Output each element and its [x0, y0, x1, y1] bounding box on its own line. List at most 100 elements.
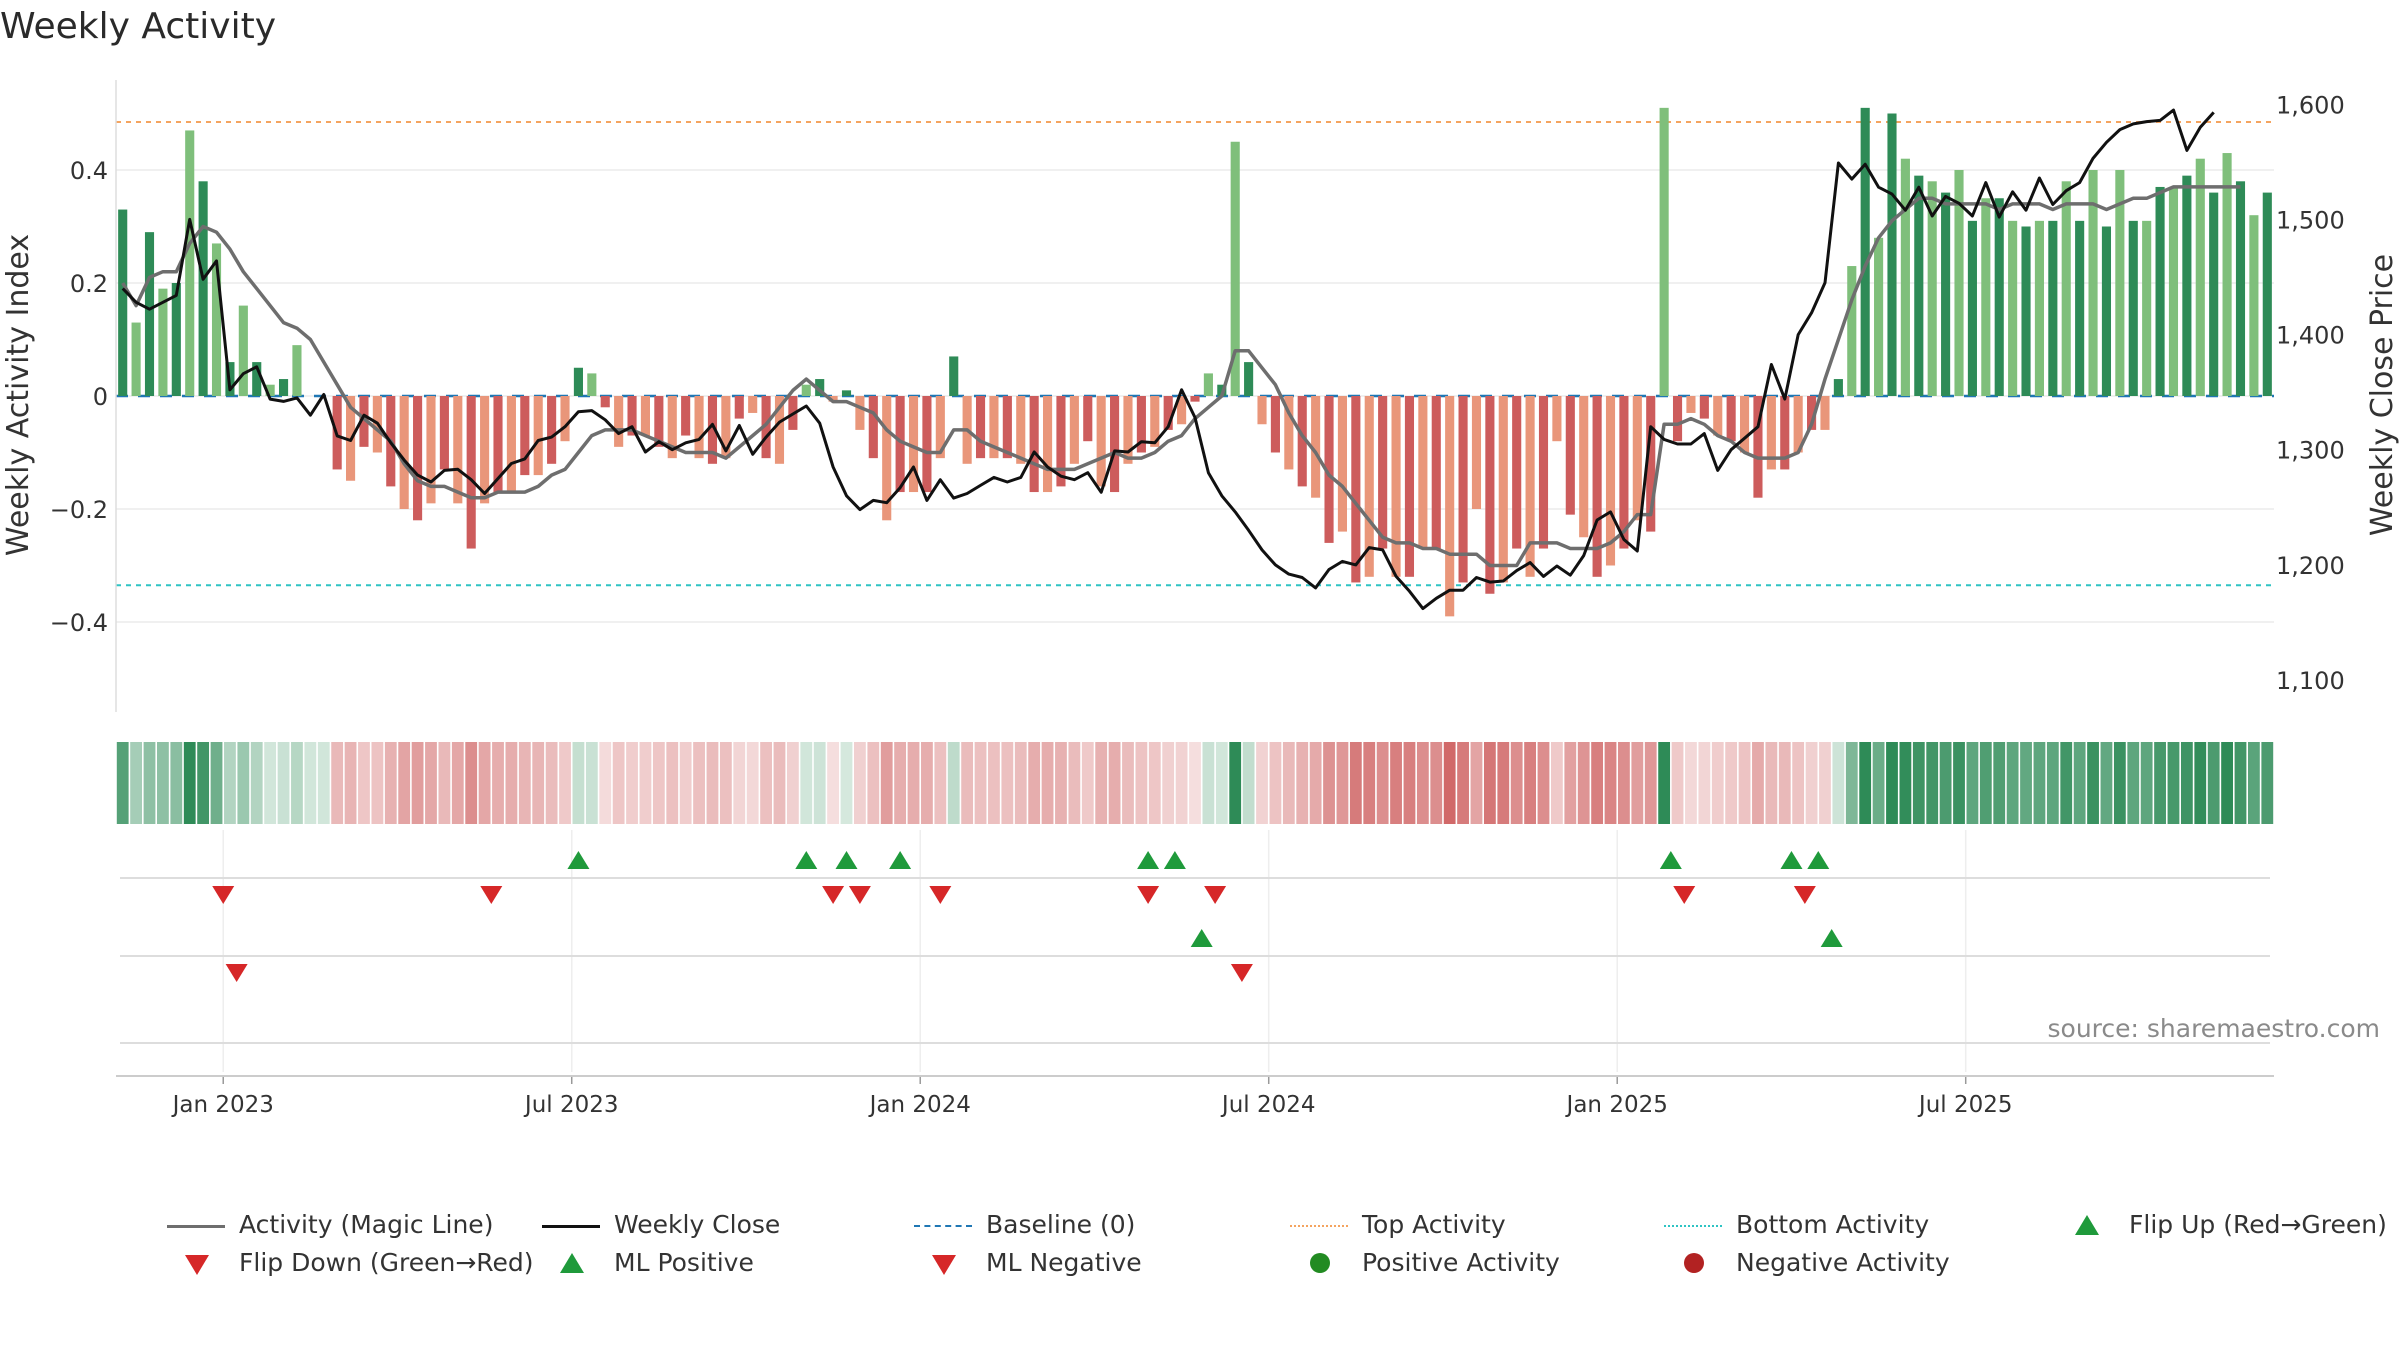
- heatstrip-cell: [1202, 742, 1215, 824]
- activity-bar: [2021, 226, 2031, 396]
- activity-bar: [2235, 181, 2246, 396]
- activity-bar: [278, 379, 289, 396]
- heatstrip-cell: [1979, 742, 1992, 824]
- heatstrip-cell: [1671, 742, 1684, 824]
- heatstrip-cell: [183, 742, 196, 824]
- activity-bar: [198, 181, 208, 396]
- activity-bar: [1793, 396, 1803, 453]
- heatstrip-cell: [719, 742, 732, 824]
- heatstrip-cell: [612, 742, 625, 824]
- legend-item: Positive Activity: [1288, 1248, 1560, 1277]
- heatstrip-cell: [518, 742, 531, 824]
- legend-label: Activity (Magic Line): [239, 1210, 494, 1239]
- activity-bar: [1646, 396, 1656, 532]
- heatstrip-cell: [1269, 742, 1282, 824]
- heatstrip-cell: [2073, 742, 2086, 824]
- activity-bar: [1458, 396, 1468, 583]
- activity-bar: [1632, 396, 1642, 521]
- legend-label: Top Activity: [1362, 1210, 1506, 1239]
- activity-bar: [1874, 237, 1884, 396]
- heatstrip-cell: [1899, 742, 1912, 824]
- activity-bar: [1659, 107, 1669, 396]
- activity-bar: [1887, 113, 1897, 396]
- heatstrip-cell: [1376, 742, 1389, 824]
- activity-bar: [1485, 396, 1495, 594]
- heatstrip-cell: [733, 742, 746, 824]
- heatstrip-cell: [1430, 742, 1443, 824]
- heatstrip-cell: [572, 742, 585, 824]
- heatstrip-cell: [1081, 742, 1094, 824]
- heatstrip-cell: [706, 742, 719, 824]
- heatstrip-cell: [2006, 742, 2019, 824]
- activity-bar: [453, 396, 463, 504]
- heatstrip-cell: [974, 742, 987, 824]
- heatstrip-cell: [1886, 742, 1898, 824]
- activity-bar: [359, 396, 369, 447]
- heatstrip-cell: [492, 742, 504, 824]
- flip-up-marker: [889, 851, 912, 869]
- activity-bar: [1471, 396, 1482, 509]
- heatstrip-cell: [1403, 742, 1416, 824]
- heatstrip-cell: [1510, 742, 1523, 824]
- flip-up-marker: [1163, 851, 1186, 869]
- heatstrip-cell: [2154, 742, 2166, 824]
- legend-swatch: [165, 1213, 227, 1239]
- weekly-close-line: [121, 108, 2215, 611]
- heatstrip-cell: [1055, 742, 1067, 824]
- heatstrip-cell: [1644, 742, 1657, 824]
- activity-bar: [2008, 220, 2018, 396]
- flip-down-marker: [1793, 886, 1816, 904]
- flip-down-marker: [848, 886, 871, 904]
- heatstrip-cell: [934, 742, 947, 824]
- heatstrip-cell: [1242, 742, 1255, 824]
- heatstrip-cell: [1845, 742, 1858, 824]
- heatstrip-cell: [1309, 742, 1322, 824]
- flip-down-marker: [929, 886, 952, 904]
- activity-bar: [1941, 192, 1951, 396]
- heatstrip-cell: [1390, 742, 1402, 824]
- heatstrip-cell: [773, 742, 786, 824]
- flip-down-marker: [1137, 886, 1160, 904]
- heatstrip-cell: [1966, 742, 1979, 824]
- activity-bar: [2048, 220, 2058, 396]
- activity-bar: [292, 345, 302, 396]
- heatstrip-cell: [170, 742, 183, 824]
- heatstrip-cell: [1604, 742, 1617, 824]
- y2-tick-label: 1,200: [2276, 552, 2345, 580]
- activity-bar: [1686, 396, 1696, 413]
- activity-bar: [748, 396, 758, 413]
- activity-bar: [1029, 396, 1039, 493]
- activity-bar: [506, 396, 516, 493]
- activity-bar: [2262, 192, 2272, 396]
- activity-bar: [587, 373, 597, 396]
- activity-bar: [2249, 215, 2259, 396]
- ml-positive-marker: [1820, 929, 1843, 947]
- activity-bar: [480, 396, 490, 504]
- heatstrip-cell: [224, 742, 236, 824]
- heatstrip-cell: [1765, 742, 1778, 824]
- y2-axis-label: Weekly Close Price: [2365, 254, 2400, 536]
- legend-swatch: [912, 1251, 974, 1277]
- legend-label: Negative Activity: [1736, 1248, 1950, 1277]
- legend-swatch: [540, 1251, 602, 1277]
- y-tick-label: 0.4: [70, 157, 108, 185]
- activity-bar: [1284, 396, 1294, 470]
- activity-bar: [1672, 396, 1683, 442]
- activity-bar: [667, 396, 677, 459]
- legend-swatch: [540, 1213, 602, 1239]
- activity-bar: [1445, 396, 1455, 617]
- activity-bar: [1807, 396, 1817, 430]
- x-tick-label: Jul 2025: [1917, 1092, 2013, 1118]
- heatstrip-cell: [465, 742, 478, 824]
- activity-bar: [118, 209, 128, 396]
- heatstrip-cell: [854, 742, 866, 824]
- activity-bar: [1190, 396, 1200, 402]
- activity-bar: [975, 396, 986, 459]
- y2-tick-label: 1,400: [2276, 322, 2345, 350]
- heatstrip-cell: [317, 742, 330, 824]
- heatstrip-cell: [1752, 742, 1764, 824]
- activity-bar: [1780, 396, 1790, 470]
- heatstrip-cell: [1148, 742, 1161, 824]
- legend-item: Negative Activity: [1662, 1248, 1950, 1277]
- activity-bar: [681, 396, 691, 436]
